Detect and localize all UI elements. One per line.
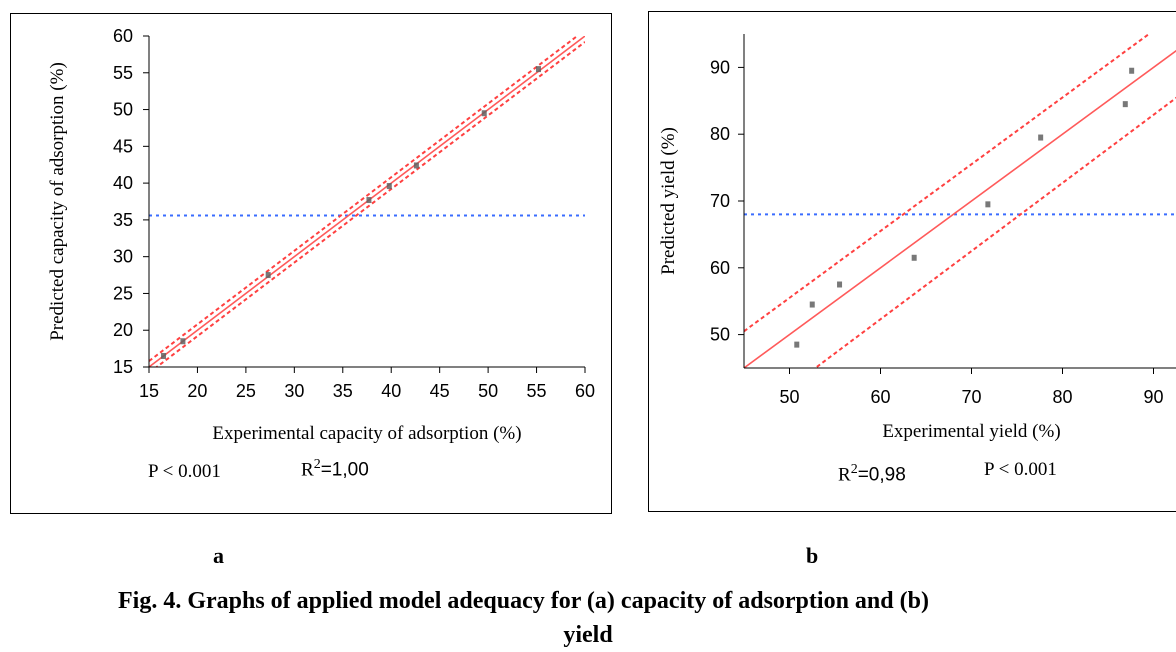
stat-p-b: P < 0.001	[984, 459, 1057, 480]
y-tick-label-20: 20	[113, 320, 133, 340]
data-point-7	[481, 110, 487, 117]
label-a: a	[213, 543, 224, 568]
x-tick-label-15: 15	[139, 381, 159, 401]
y-tick-label-45: 45	[113, 136, 133, 156]
x-tick-label-30: 30	[284, 381, 304, 401]
chart-a: 15 20 25 30 35 40 45 50 55 60 15 20 25 30 35 40 45 50 55 60…	[47, 26, 595, 444]
stat-p-a: P < 0.001	[148, 461, 221, 482]
x-tick-label-25: 25	[236, 381, 256, 401]
x-axis-title: Experimental yield (%)	[882, 421, 1060, 442]
y-tick-label-25: 25	[113, 283, 133, 303]
caption-line-1: Fig. 4. Graphs of applied model adequacy…	[118, 588, 929, 614]
y-tick-label-50: 50	[113, 100, 133, 120]
x-tick-label-80: 80	[1052, 387, 1072, 407]
y-tick-label-60: 60	[113, 26, 133, 46]
label-b: b	[806, 543, 819, 568]
ci-lower-line	[155, 41, 585, 367]
ci-lower-line	[813, 96, 1176, 368]
x-tick-label-60: 60	[575, 381, 595, 401]
y-tick-label-35: 35	[113, 210, 133, 230]
data-point-1	[794, 341, 800, 348]
panel-b: 50 60 70 80 90 50 60 70 80 90 Experimental yield (…	[648, 11, 1176, 512]
y-tick-label-90: 90	[710, 57, 730, 77]
data-point-4	[911, 254, 917, 261]
x-tick-label-60: 60	[870, 387, 890, 407]
data-point-5	[985, 201, 991, 208]
data-point-3	[265, 272, 271, 279]
plot-area	[149, 36, 585, 367]
chart-b: 50 60 70 80 90 50 60 70 80 90 Experimental yield (…	[658, 34, 1176, 442]
x-tick-label-55: 55	[527, 381, 547, 401]
x-tick-label-45: 45	[430, 381, 450, 401]
x-axis-title: Experimental capacity of adsorption (%)	[212, 423, 521, 444]
ci-upper-line	[744, 34, 1151, 333]
data-point-2	[809, 301, 815, 308]
x-tick-label-40: 40	[381, 381, 401, 401]
stat-r2-b: R2=0,98	[838, 462, 906, 486]
x-tick-label-70: 70	[961, 387, 981, 407]
caption-line-2: yield	[563, 622, 613, 648]
y-tick-label-70: 70	[710, 191, 730, 211]
data-point-4	[366, 197, 372, 204]
x-tick-label-35: 35	[333, 381, 353, 401]
panel-a: 15 20 25 30 35 40 45 50 55 60 15 20 25 30 35 40 45 50 55 60…	[10, 13, 612, 514]
data-point-3	[837, 281, 843, 288]
y-tick-label-30: 30	[113, 247, 133, 267]
data-point-5	[386, 183, 392, 190]
x-tick-label-20: 20	[187, 381, 207, 401]
fit-line	[744, 49, 1176, 368]
data-point-6	[1038, 134, 1044, 141]
ci-upper-line	[149, 36, 579, 362]
y-tick-label-40: 40	[113, 173, 133, 193]
y-tick-label-80: 80	[710, 124, 730, 144]
figure-caption: Fig. 4. Graphs of applied model adequacy…	[0, 584, 1176, 652]
y-tick-label-15: 15	[113, 357, 133, 377]
y-tick-label-50: 50	[710, 325, 730, 345]
plot-area	[744, 34, 1176, 368]
data-point-6	[413, 162, 419, 169]
data-point-8	[1129, 67, 1135, 74]
data-point-8	[535, 66, 541, 73]
y-axis-title: Predicted capacity of adsorption (%)	[47, 62, 68, 341]
x-tick-label-90: 90	[1143, 387, 1163, 407]
data-point-7	[1122, 101, 1128, 108]
x-tick-label-50: 50	[779, 387, 799, 407]
stat-r2-a: R2=1,00	[301, 457, 369, 481]
y-axis-title: Predicted yield (%)	[658, 127, 679, 275]
x-tick-label-50: 50	[478, 381, 498, 401]
data-point-1	[161, 352, 167, 359]
data-point-2	[180, 338, 186, 345]
y-tick-label-55: 55	[113, 63, 133, 83]
y-tick-label-60: 60	[710, 258, 730, 278]
